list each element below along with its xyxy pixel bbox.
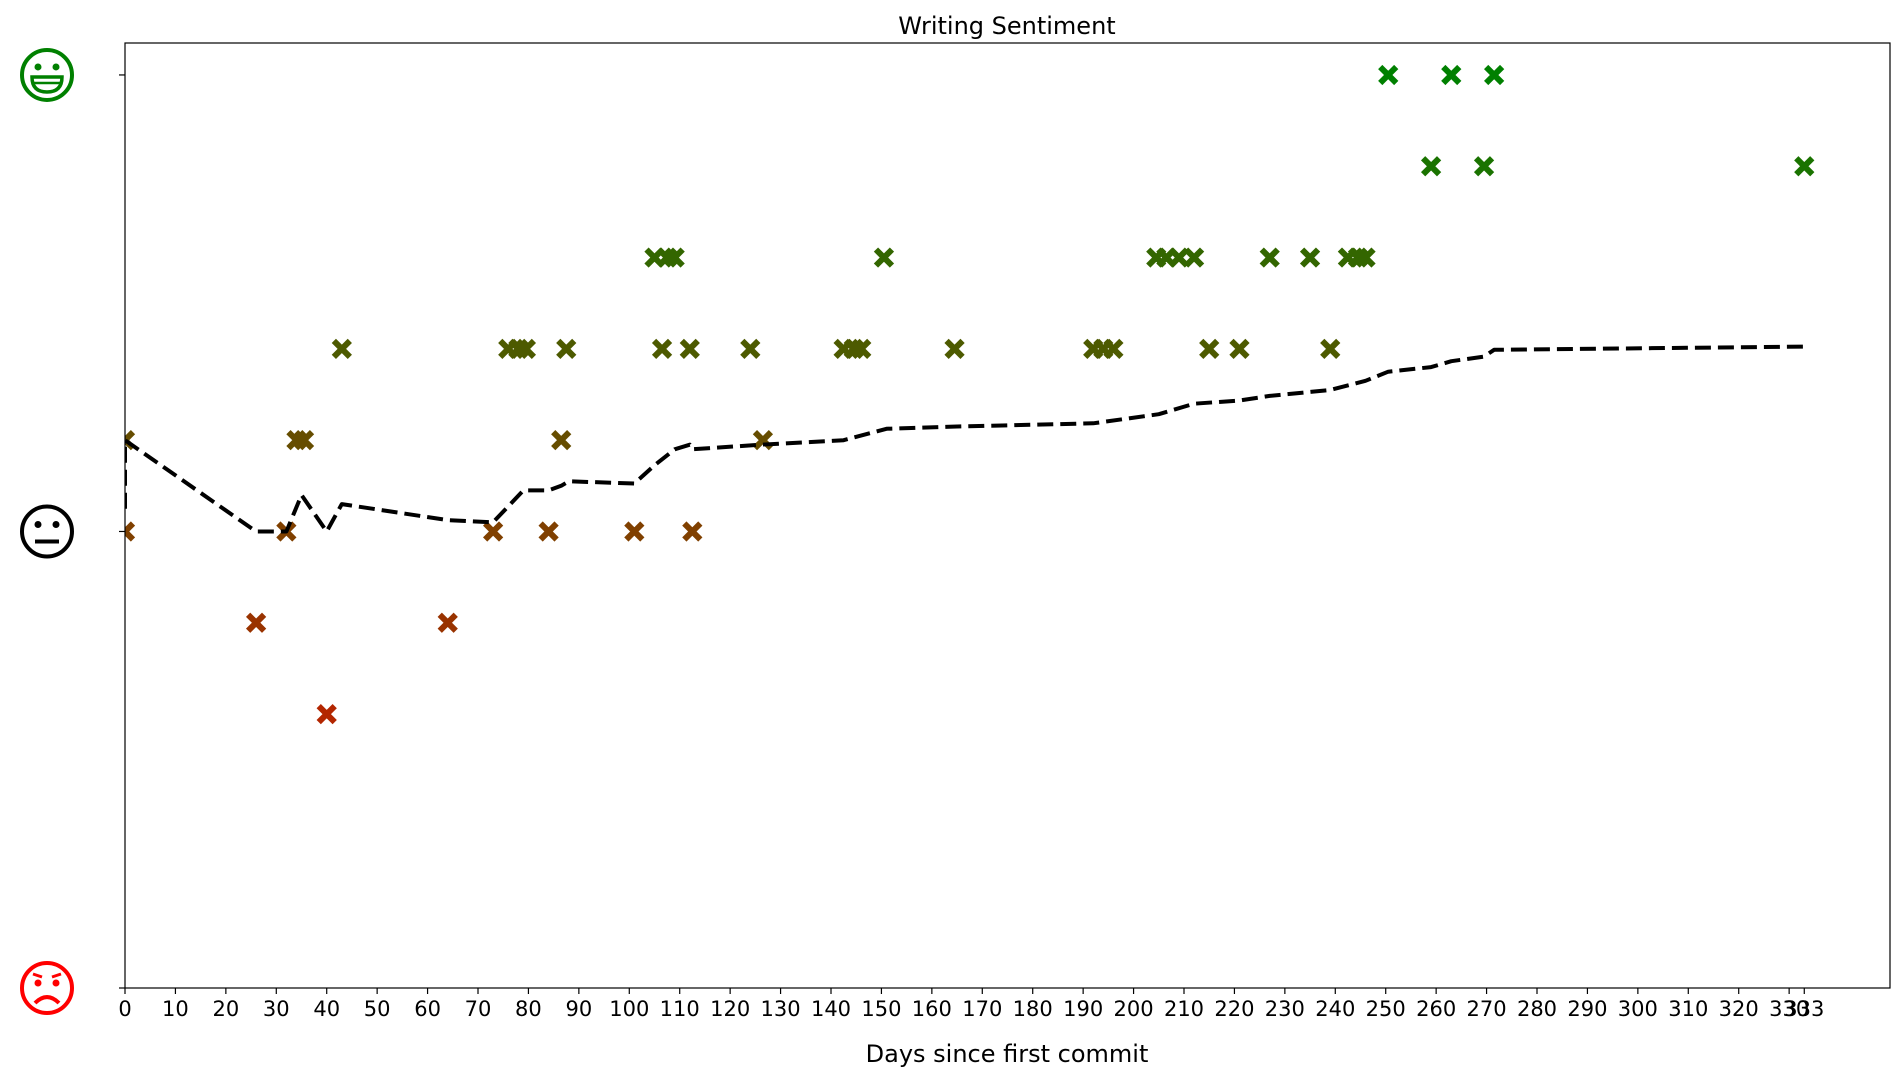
data-point-marker [538, 521, 559, 542]
data-point-marker [1229, 338, 1250, 359]
data-point-marker [1259, 247, 1280, 268]
data-point-marker [1420, 156, 1442, 177]
data-point-marker [944, 338, 965, 359]
data-point-marker [1484, 64, 1505, 86]
face-eye [52, 520, 60, 528]
x-tick-label: 260 [1416, 997, 1456, 1021]
plot-area [125, 64, 1815, 725]
data-point-marker [556, 338, 577, 359]
face-outline [20, 47, 74, 102]
data-point-marker [682, 521, 703, 542]
face-eye [52, 979, 60, 987]
data-point-marker [316, 703, 337, 725]
x-tick-label: 40 [313, 997, 340, 1021]
x-tick-label: 10 [162, 997, 189, 1021]
x-tick-label: 70 [465, 997, 492, 1021]
data-point-marker [1441, 64, 1462, 86]
x-tick-label: 180 [1013, 997, 1053, 1021]
x-tick-label: 170 [962, 997, 1002, 1021]
x-tick-label: 150 [861, 997, 901, 1021]
data-point-marker [1199, 338, 1220, 359]
data-point-marker [1378, 64, 1399, 86]
x-tick-label: 280 [1517, 997, 1557, 1021]
x-tick-label: 300 [1618, 997, 1658, 1021]
x-tick-label: 20 [212, 997, 239, 1021]
face-mouth [33, 995, 61, 1005]
x-tick-label: 120 [710, 997, 750, 1021]
x-tick-label: 80 [515, 997, 542, 1021]
face-eye [52, 63, 60, 71]
x-tick-label: 200 [1114, 997, 1154, 1021]
face-eye [34, 520, 42, 528]
x-tick-label: 310 [1668, 997, 1708, 1021]
data-point-marker [1320, 338, 1341, 359]
plot-frame [124, 42, 1891, 989]
data-point-marker [851, 338, 872, 359]
data-point-marker [551, 430, 572, 451]
x-tick-label: 190 [1063, 997, 1103, 1021]
x-tick-label: 270 [1467, 997, 1507, 1021]
data-point-marker [664, 247, 685, 268]
data-point-marker [651, 338, 673, 359]
data-point-marker [624, 521, 645, 542]
x-tick-label: 0 [118, 997, 131, 1021]
data-point-marker [1299, 247, 1321, 268]
face-eye [34, 63, 42, 71]
x-tick-label: 90 [565, 997, 592, 1021]
data-point-marker [740, 338, 761, 359]
x-tick-label: 250 [1366, 997, 1406, 1021]
x-tick-label: 230 [1265, 997, 1305, 1021]
x-tick-label: 320 [1719, 997, 1759, 1021]
x-tick-label: 30 [263, 997, 290, 1021]
data-point-marker [437, 612, 458, 633]
data-point-marker [245, 612, 267, 633]
x-tick-label: 160 [912, 997, 952, 1021]
x-tick-label: 220 [1214, 997, 1254, 1021]
x-tick-label: 50 [364, 997, 391, 1021]
data-point-marker [1355, 247, 1376, 268]
happy-face-icon [20, 47, 74, 102]
face-eye [34, 979, 42, 987]
face-outline [20, 961, 74, 1015]
data-point-marker [293, 430, 315, 451]
x-tick-label: 290 [1567, 997, 1607, 1021]
chart-title: Writing Sentiment [898, 12, 1115, 40]
face-mouth [30, 75, 64, 94]
data-point-marker [125, 521, 136, 542]
x-axis-ticks: 0 10 20 30 40 50 60 70 80 90 100 110 120 130 140 150 160… [118, 988, 1824, 1021]
x-tick-label: 60 [414, 997, 441, 1021]
data-point-marker [1168, 247, 1190, 268]
face-brows [32, 972, 62, 979]
x-axis-label: Days since first commit [866, 1040, 1149, 1068]
data-point-marker [1103, 338, 1124, 359]
x-tick-label: 140 [811, 997, 851, 1021]
x-tick-label: 333 [1784, 997, 1824, 1021]
data-point-marker [1183, 247, 1205, 268]
data-point-marker [483, 521, 504, 542]
neutral-face-icon [20, 504, 74, 559]
data-point-marker [1473, 156, 1495, 177]
x-tick-label: 100 [609, 997, 649, 1021]
data-point-marker [679, 338, 700, 359]
x-tick-label: 210 [1164, 997, 1204, 1021]
x-tick-label: 330 [1769, 997, 1809, 1021]
data-point-marker [1794, 156, 1815, 177]
data-point-marker [515, 338, 537, 359]
x-tick-label: 110 [660, 997, 700, 1021]
data-point-marker [331, 338, 352, 359]
x-tick-label: 240 [1315, 997, 1355, 1021]
y-axis-ticks [20, 47, 125, 1015]
face-outline [20, 504, 74, 559]
x-tick-label: 130 [761, 997, 801, 1021]
sad-face-icon [20, 961, 74, 1015]
data-point-marker [873, 247, 895, 268]
